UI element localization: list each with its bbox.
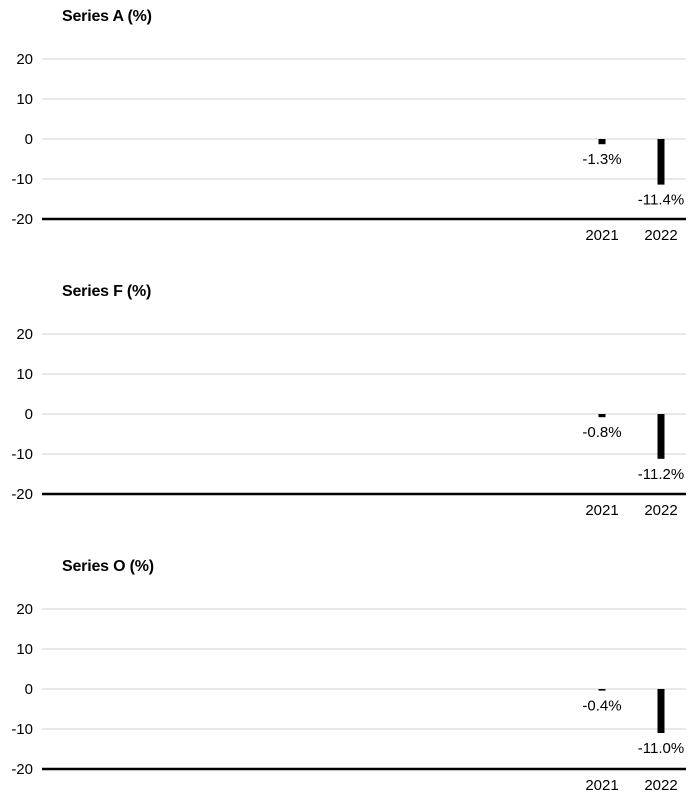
y-tick-label: 0 [25, 681, 33, 698]
data-label: -11.2% [638, 466, 684, 483]
bar-2021 [598, 139, 606, 145]
y-tick-label: -20 [11, 211, 33, 228]
chart-svg: 20 10 0 -10 -20 -0.8% -11.2% 2021 2022 [11, 326, 686, 519]
chart-panel-series-f: Series F (%) 20 10 0 -10 -20 -0.8% -11.2% 202… [0, 275, 688, 520]
bar-2022 [657, 139, 665, 185]
data-label: -0.8% [582, 424, 621, 441]
chart-title: Series O (%) [62, 558, 154, 575]
y-tick-label: 0 [25, 406, 33, 423]
y-tick-label: -10 [11, 446, 33, 463]
bar-2022 [657, 414, 665, 459]
x-category-label: 2022 [644, 777, 677, 794]
bar-2022 [657, 689, 665, 733]
x-category-label: 2021 [585, 502, 618, 519]
x-category-label: 2022 [644, 502, 677, 519]
x-category-label: 2021 [585, 227, 618, 244]
y-tick-label: -10 [11, 171, 33, 188]
data-label: -11.0% [638, 740, 684, 757]
y-tick-label: -20 [11, 486, 33, 503]
y-tick-label: 20 [16, 51, 33, 68]
y-tick-label: -20 [11, 761, 33, 778]
bar-2021 [598, 414, 606, 418]
x-category-label: 2022 [644, 227, 677, 244]
y-tick-label: 10 [16, 366, 33, 383]
y-tick-label: 20 [16, 326, 33, 343]
y-tick-label: 0 [25, 131, 33, 148]
data-label: -11.4% [638, 192, 684, 209]
chart-panel-series-a: Series A (%) 20 10 0 -10 -20 -1.3% -11.4% 202… [0, 0, 688, 245]
y-tick-label: -10 [11, 721, 33, 738]
chart-title: Series A (%) [62, 8, 152, 25]
data-label: -0.4% [582, 698, 621, 715]
y-tick-label: 10 [16, 641, 33, 658]
chart-panel-series-o: Series O (%) 20 10 0 -10 -20 -0.4% -11.0% 202… [0, 550, 688, 795]
data-label: -1.3% [582, 151, 621, 168]
y-tick-label: 20 [16, 601, 33, 618]
bar-2021 [598, 689, 606, 691]
x-category-label: 2021 [585, 777, 618, 794]
chart-svg: 20 10 0 -10 -20 -0.4% -11.0% 2021 2022 [11, 601, 686, 794]
chart-title: Series F (%) [62, 283, 152, 300]
chart-svg: 20 10 0 -10 -20 -1.3% -11.4% 2021 2022 [11, 51, 686, 244]
y-tick-label: 10 [16, 91, 33, 108]
